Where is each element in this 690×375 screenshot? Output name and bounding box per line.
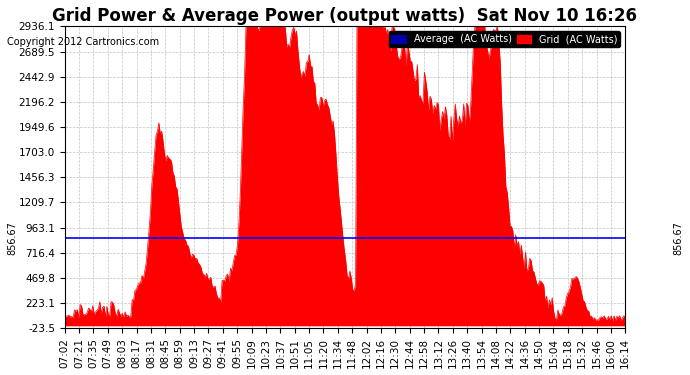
Legend: Average  (AC Watts), Grid  (AC Watts): Average (AC Watts), Grid (AC Watts) bbox=[388, 32, 620, 47]
Text: 856.67: 856.67 bbox=[7, 222, 17, 255]
Text: Copyright 2012 Cartronics.com: Copyright 2012 Cartronics.com bbox=[7, 37, 159, 47]
Title: Grid Power & Average Power (output watts)  Sat Nov 10 16:26: Grid Power & Average Power (output watts… bbox=[52, 7, 638, 25]
Text: 856.67: 856.67 bbox=[673, 222, 683, 255]
